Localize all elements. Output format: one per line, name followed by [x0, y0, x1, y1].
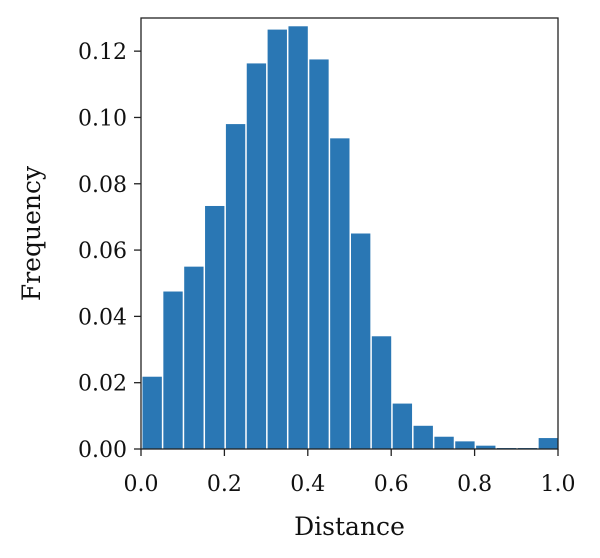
- histogram-bar: [267, 29, 287, 449]
- histogram-bar: [142, 376, 162, 449]
- histogram-bar: [330, 138, 350, 449]
- y-tick-label: 0.08: [78, 173, 127, 198]
- y-axis-label: Frequency: [17, 165, 46, 301]
- histogram-bar: [225, 124, 246, 449]
- histogram-bar: [351, 233, 371, 449]
- histogram-bar: [246, 63, 267, 450]
- plot-frame: [140, 17, 559, 450]
- y-tick-label: 0.10: [78, 106, 127, 131]
- histogram-bar: [413, 425, 433, 449]
- x-tick-label: 0.0: [124, 472, 159, 497]
- histogram-bar: [476, 445, 496, 449]
- x-tick-label: 0.6: [374, 472, 409, 497]
- y-tick-label: 0.00: [78, 438, 127, 463]
- histogram-bar: [163, 291, 183, 449]
- x-tick-label: 0.4: [290, 472, 325, 497]
- histogram-bar: [392, 403, 413, 449]
- histogram-bar: [309, 59, 329, 449]
- histogram-bar: [434, 436, 454, 449]
- x-tick-label: 0.8: [457, 472, 492, 497]
- y-axis: 0.00 0.02 0.04 0.06 0.08 0.10 0.12: [78, 40, 141, 463]
- y-tick-label: 0.04: [78, 305, 127, 330]
- histogram-bar: [538, 438, 558, 449]
- y-tick-label: 0.02: [78, 372, 127, 397]
- histogram-bar: [371, 336, 392, 449]
- histogram-bar: [205, 205, 225, 449]
- y-tick-label: 0.06: [78, 239, 127, 264]
- x-tick-label: 1.0: [541, 472, 576, 497]
- histogram-bar: [184, 266, 204, 449]
- x-tick-label: 0.2: [207, 472, 242, 497]
- y-tick-label: 0.12: [78, 40, 127, 65]
- histogram-bar: [455, 441, 475, 449]
- x-axis-label: Distance: [294, 512, 405, 541]
- x-axis: 0.0 0.2 0.4 0.6 0.8 1.0: [124, 449, 576, 497]
- histogram-bar: [288, 26, 308, 449]
- histogram-bars: [142, 26, 558, 450]
